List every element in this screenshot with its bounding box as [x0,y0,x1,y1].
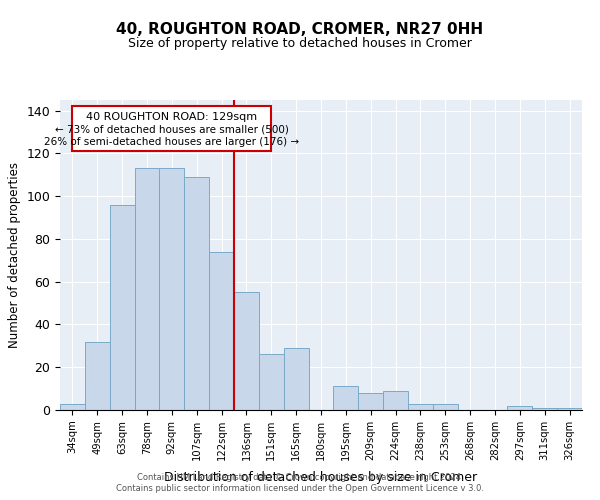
Bar [358,393,383,410]
Bar [508,406,532,410]
Text: Size of property relative to detached houses in Cromer: Size of property relative to detached ho… [128,38,472,51]
FancyBboxPatch shape [73,106,271,152]
Y-axis label: Number of detached properties: Number of detached properties [8,162,21,348]
Bar [110,205,134,410]
Bar [85,342,110,410]
X-axis label: Distribution of detached houses by size in Cromer: Distribution of detached houses by size … [164,471,478,484]
Bar [259,354,284,410]
Text: Contains HM Land Registry data © Crown copyright and database right 2024.: Contains HM Land Registry data © Crown c… [137,472,463,482]
Text: 40 ROUGHTON ROAD: 129sqm: 40 ROUGHTON ROAD: 129sqm [86,112,257,122]
Bar [557,408,582,410]
Text: ← 73% of detached houses are smaller (500): ← 73% of detached houses are smaller (50… [55,124,289,134]
Bar [408,404,433,410]
Bar [433,404,458,410]
Bar [383,391,408,410]
Bar [532,408,557,410]
Text: Contains public sector information licensed under the Open Government Licence v : Contains public sector information licen… [116,484,484,493]
Bar [160,168,184,410]
Bar [234,292,259,410]
Bar [184,177,209,410]
Bar [334,386,358,410]
Bar [60,404,85,410]
Bar [209,252,234,410]
Text: 40, ROUGHTON ROAD, CROMER, NR27 0HH: 40, ROUGHTON ROAD, CROMER, NR27 0HH [116,22,484,38]
Text: 26% of semi-detached houses are larger (176) →: 26% of semi-detached houses are larger (… [44,138,299,147]
Bar [284,348,308,410]
Bar [134,168,160,410]
